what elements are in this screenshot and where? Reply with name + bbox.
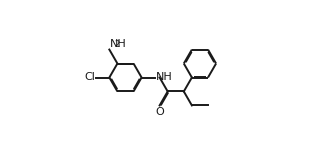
Text: NH: NH bbox=[110, 39, 126, 49]
Text: NH: NH bbox=[156, 73, 172, 82]
Text: 2: 2 bbox=[114, 40, 120, 49]
Text: Cl: Cl bbox=[84, 73, 95, 82]
Text: O: O bbox=[155, 107, 164, 117]
